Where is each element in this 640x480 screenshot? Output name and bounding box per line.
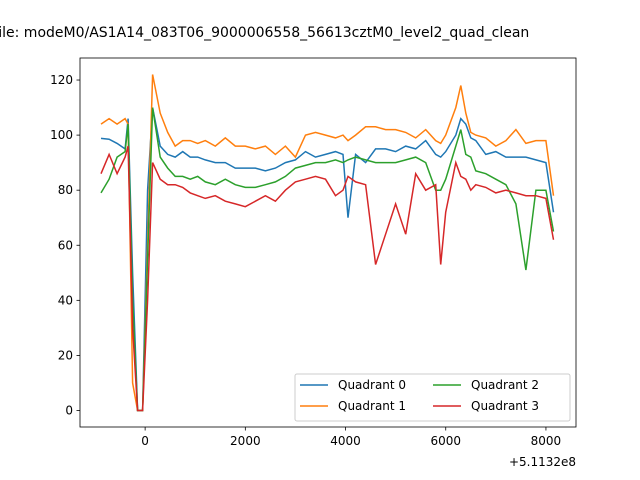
- y-tick-label: 40: [58, 293, 73, 307]
- x-tick-label: 0: [141, 434, 149, 448]
- x-tick-label: 6000: [430, 434, 461, 448]
- y-tick-label: 60: [58, 238, 73, 252]
- legend: Quadrant 0 Quadrant 1 Quadrant 2 Quadrant 3: [294, 373, 571, 422]
- y-tick-label: 0: [65, 403, 73, 417]
- y-tick-label: 20: [58, 348, 73, 362]
- y-axis: 0 20 40 60 80 100 120: [50, 73, 80, 417]
- series-line-quadrant-3: [100, 145, 555, 412]
- y-tick-label: 80: [58, 183, 73, 197]
- series-line-quadrant-0: [100, 107, 555, 412]
- x-offset-label: +5.1132e8: [509, 455, 576, 469]
- legend-label: Quadrant 1: [338, 399, 406, 413]
- y-tick-label: 100: [50, 128, 73, 142]
- x-tick-label: 2000: [230, 434, 261, 448]
- y-tick-label: 120: [50, 73, 73, 87]
- chart-title: n file: modeM0/AS1A14_083T06_9000006558_…: [0, 25, 529, 41]
- x-axis: 0 2000 4000 6000 8000: [141, 427, 561, 448]
- x-tick-label: 4000: [330, 434, 361, 448]
- legend-label: Quadrant 2: [471, 378, 539, 392]
- series-line-quadrant-2: [100, 107, 555, 412]
- legend-label: Quadrant 0: [338, 378, 406, 392]
- axes-frame: [79, 57, 577, 428]
- x-tick-label: 8000: [531, 434, 562, 448]
- legend-label: Quadrant 3: [471, 399, 539, 413]
- series-line-quadrant-1: [100, 74, 555, 412]
- plot-area: [100, 74, 555, 412]
